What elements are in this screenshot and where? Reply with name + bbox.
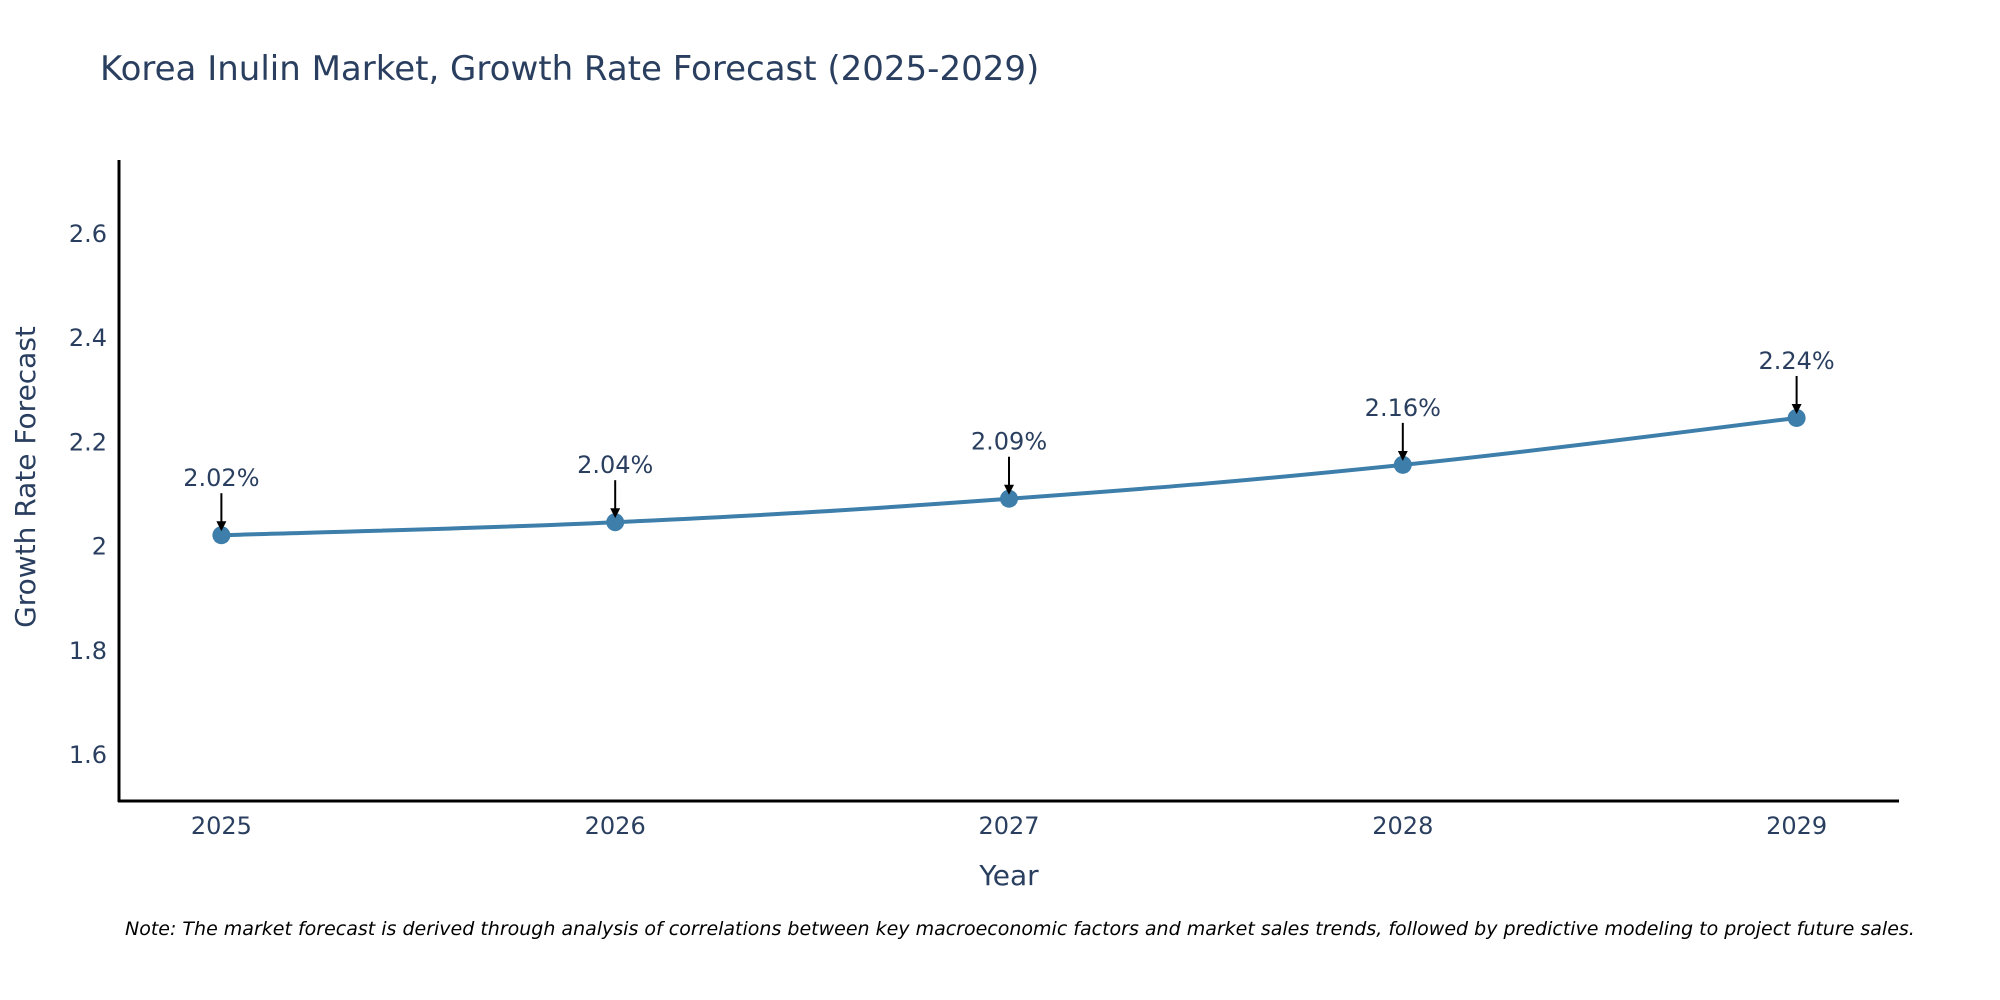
y-tick-label: 2.6 — [69, 220, 107, 248]
annotation-label: 2.24% — [1758, 347, 1834, 375]
y-tick-label: 1.8 — [69, 637, 107, 665]
x-tick-label: 2029 — [1766, 812, 1827, 840]
data-point — [212, 526, 231, 545]
x-tick-label: 2028 — [1372, 812, 1433, 840]
annotation-label: 2.02% — [183, 464, 259, 492]
data-point — [606, 513, 625, 532]
data-point — [1787, 408, 1806, 427]
x-axis-label: Year — [978, 859, 1039, 892]
y-tick-label: 2.2 — [69, 428, 107, 456]
y-tick-label: 2.4 — [69, 324, 107, 352]
data-point — [1393, 455, 1412, 474]
x-tick-label: 2025 — [191, 812, 252, 840]
y-tick-label: 1.6 — [69, 741, 107, 769]
y-axis-ticks: 1.6 1.8 2 2.2 2.4 2.6 — [69, 220, 107, 769]
annotation-label: 2.16% — [1365, 394, 1441, 422]
x-tick-label: 2027 — [978, 812, 1039, 840]
data-point — [1000, 489, 1018, 508]
annotation-label: 2.09% — [971, 428, 1047, 456]
chart-title: Korea Inulin Market, Growth Rate Forecas… — [100, 49, 1039, 89]
x-axis-ticks: 2025 2026 2027 2028 2029 — [191, 812, 1827, 840]
y-tick-label: 2 — [92, 533, 107, 561]
x-tick-label: 2026 — [585, 812, 646, 840]
footnote: Note: The market forecast is derived thr… — [125, 918, 1915, 940]
data-annotations: 2.02% 2.04% 2.09% 2.16% 2.24% — [183, 347, 1835, 532]
annotation-label: 2.04% — [577, 451, 653, 479]
y-axis-label: Growth Rate Forecast — [9, 326, 42, 628]
